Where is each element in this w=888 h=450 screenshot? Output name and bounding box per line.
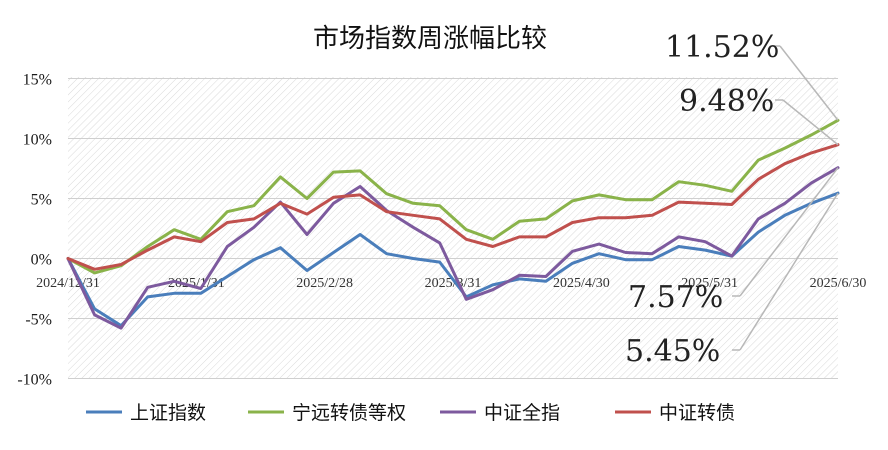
x-tick-label: 2025/5/31 (681, 276, 738, 291)
legend-label: 宁远转债等权 (292, 402, 406, 424)
series-line-1 (66, 118, 840, 275)
callout-leader (739, 192, 839, 351)
series-line-0 (66, 191, 840, 328)
legend-label: 中证转债 (659, 402, 735, 424)
y-tick-label: -5% (25, 312, 52, 329)
x-tick-label: 2025/6/30 (810, 276, 867, 291)
series-line-2 (66, 166, 840, 330)
x-tick-label: 2025/2/28 (296, 276, 353, 291)
callout-leaders (732, 45, 839, 351)
x-tick-label: 2024/12/31 (36, 276, 100, 291)
callout-leader (782, 99, 839, 146)
chart-title: 市场指数周涨幅比较 (313, 24, 547, 54)
x-axis-ticks: 2024/12/31 2025/1/31 2025/2/28 2025/3/31 202… (36, 276, 866, 291)
callout-leader (739, 167, 839, 297)
y-tick-label: 10% (23, 132, 52, 149)
legend: 上证指数 宁远转债等权 中证全指 中证转债 (86, 402, 735, 424)
callout-labels: 11.52% 9.48% 7.57% 5.45% (625, 30, 779, 369)
y-axis-ticks: 15% 10% 5% 0% -5% -10% (17, 72, 52, 389)
series-lines (66, 118, 840, 330)
callout-label: 11.52% (665, 30, 779, 65)
callout-label: 5.45% (625, 334, 720, 369)
x-tick-label: 2025/4/30 (553, 276, 610, 291)
callout-leader (779, 45, 839, 121)
y-tick-label: 5% (31, 192, 52, 209)
legend-label: 上证指数 (130, 402, 206, 424)
x-tick-label: 2025/3/31 (425, 276, 482, 291)
callout-label: 9.48% (679, 84, 774, 119)
y-tick-label: 15% (23, 72, 52, 89)
legend-label: 中证全指 (484, 402, 560, 424)
y-tick-label: 0% (31, 252, 52, 269)
y-tick-label: -10% (17, 372, 52, 389)
callout-label: 7.57% (628, 280, 723, 315)
series-line-3 (66, 143, 840, 271)
gridlines (68, 78, 838, 379)
